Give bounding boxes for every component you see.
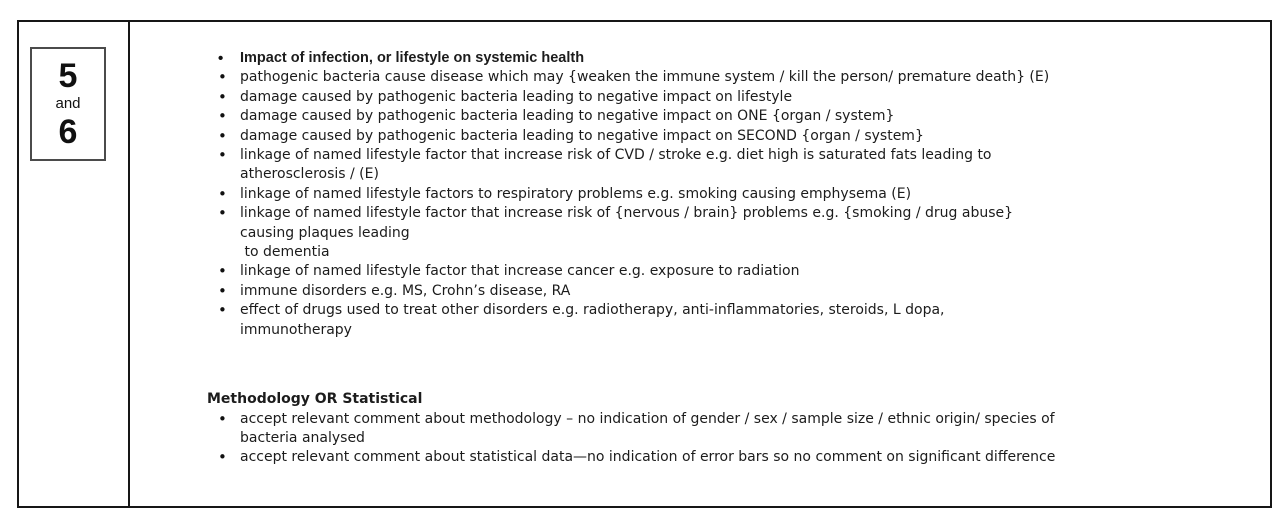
marking-point: linkage of named lifestyle factor that i… — [207, 262, 1260, 282]
marking-point: linkage of named lifestyle factors to re… — [207, 185, 1260, 205]
marking-point: pathogenic bacteria cause disease which … — [207, 68, 1260, 88]
marking-point: accept relevant comment about statistica… — [207, 448, 1260, 468]
question-number-cell: 5 and 6 — [19, 22, 130, 506]
question-number-top: 5 — [58, 57, 78, 95]
methodology-section: Methodology OR Statistical accept releva… — [207, 390, 1260, 468]
question-number-connector: and — [55, 95, 81, 112]
marking-point: accept relevant comment about methodolog… — [207, 410, 1260, 449]
mark-scheme-table: 5 and 6 Impact of infection, or lifestyl… — [17, 20, 1272, 508]
methodology-points-list: accept relevant comment about methodolog… — [207, 410, 1260, 469]
marking-point: linkage of named lifestyle factor that i… — [207, 204, 1260, 262]
marking-point: damage caused by pathogenic bacteria lea… — [207, 107, 1260, 127]
marking-point-heading: Impact of infection, or lifestyle on sys… — [207, 49, 1260, 69]
question-number-bottom: 6 — [58, 113, 78, 151]
marking-point: linkage of named lifestyle factor that i… — [207, 146, 1260, 185]
marking-point: damage caused by pathogenic bacteria lea… — [207, 127, 1260, 147]
methodology-heading: Methodology OR Statistical — [207, 391, 423, 408]
answer-cell: Impact of infection, or lifestyle on sys… — [130, 22, 1270, 506]
marking-point: effect of drugs used to treat other diso… — [207, 301, 1260, 340]
question-number-box: 5 and 6 — [30, 47, 106, 161]
marking-point: immune disorders e.g. MS, Crohn’s diseas… — [207, 282, 1260, 302]
impact-points-list: Impact of infection, or lifestyle on sys… — [207, 49, 1260, 340]
marking-point: damage caused by pathogenic bacteria lea… — [207, 88, 1260, 108]
